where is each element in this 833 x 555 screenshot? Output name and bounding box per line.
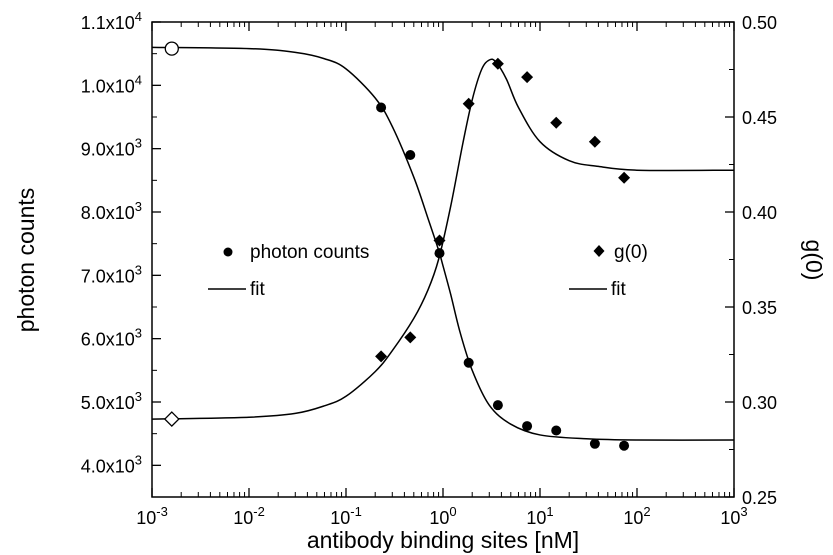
legend-right-diamond-marker — [593, 245, 605, 257]
x-tick-label: 100 — [429, 504, 456, 528]
x-tick-label: 101 — [526, 504, 553, 528]
legend-left-label-0: photon counts — [250, 242, 369, 263]
fit-curves — [151, 46, 735, 441]
left-axis-title: photon counts — [13, 188, 39, 333]
right-axis-title: g(0) — [801, 240, 827, 281]
legend-right-label-0: g(0) — [614, 242, 648, 263]
x-tick-label: 102 — [623, 504, 650, 528]
g0-point — [404, 331, 417, 344]
x-tick-label: 10-1 — [330, 504, 362, 528]
g0-point — [491, 57, 504, 70]
x-axis-ticks: 10-3 10-2 10-1 100 101 102 103 — [136, 22, 748, 528]
g0-point — [550, 116, 563, 129]
photon-counts-point — [434, 248, 445, 259]
left-tick-label: 6.0x103 — [81, 326, 142, 350]
legend-left: photon counts fit — [208, 242, 369, 300]
right-tick-label: 0.40 — [742, 203, 777, 223]
legend-left-circle-marker — [223, 247, 233, 257]
photon-counts-point — [405, 150, 416, 160]
x-tick-label: 10-3 — [136, 504, 168, 528]
left-tick-label: 1.0x104 — [81, 72, 142, 96]
photon-counts-point — [376, 102, 387, 113]
g0-point — [521, 71, 534, 84]
right-tick-label: 0.50 — [742, 13, 777, 33]
g0-point — [618, 171, 631, 184]
left-tick-label: 7.0x103 — [81, 262, 142, 286]
x-tick-label: 10-2 — [233, 504, 265, 528]
g0-open-point — [163, 411, 180, 428]
g0-point — [433, 234, 446, 247]
left-tick-label: 4.0x103 — [81, 452, 142, 476]
photon-counts-point — [492, 400, 503, 411]
right-axis-ticks: 0.25 0.30 0.35 0.40 0.45 0.50 — [725, 13, 777, 508]
legend-right-label-1: fit — [611, 279, 627, 300]
photon-counts-point — [619, 440, 630, 451]
photon-counts-open-point — [164, 41, 179, 56]
left-tick-label: 5.0x103 — [81, 389, 142, 413]
photon-counts-point — [522, 421, 533, 432]
legend-left-label-1: fit — [250, 279, 266, 300]
fit-curve-right — [151, 58, 735, 420]
x-axis-title: antibody binding sites [nM] — [307, 527, 579, 553]
fit-curve-left — [151, 46, 735, 441]
right-tick-label: 0.30 — [742, 393, 777, 413]
data-points — [163, 41, 631, 451]
right-tick-label: 0.25 — [742, 488, 777, 508]
legend-right: g(0) fit — [569, 242, 648, 300]
g0-point — [375, 350, 388, 363]
g0-point — [462, 97, 475, 110]
left-tick-label: 9.0x103 — [81, 136, 142, 160]
photon-counts-point — [551, 425, 562, 436]
photon-counts-point — [589, 438, 600, 449]
left-axis-ticks: 4.0x103 5.0x103 6.0x103 7.0x103 8.0x103 9.0x1… — [81, 9, 161, 498]
g0-point — [588, 135, 601, 148]
x-tick-label: 103 — [720, 504, 747, 528]
left-tick-label: 8.0x103 — [81, 199, 142, 223]
left-tick-label: 1.1x104 — [81, 9, 142, 33]
right-tick-label: 0.35 — [742, 298, 777, 318]
photon-counts-point — [463, 357, 474, 368]
right-tick-label: 0.45 — [742, 108, 777, 128]
